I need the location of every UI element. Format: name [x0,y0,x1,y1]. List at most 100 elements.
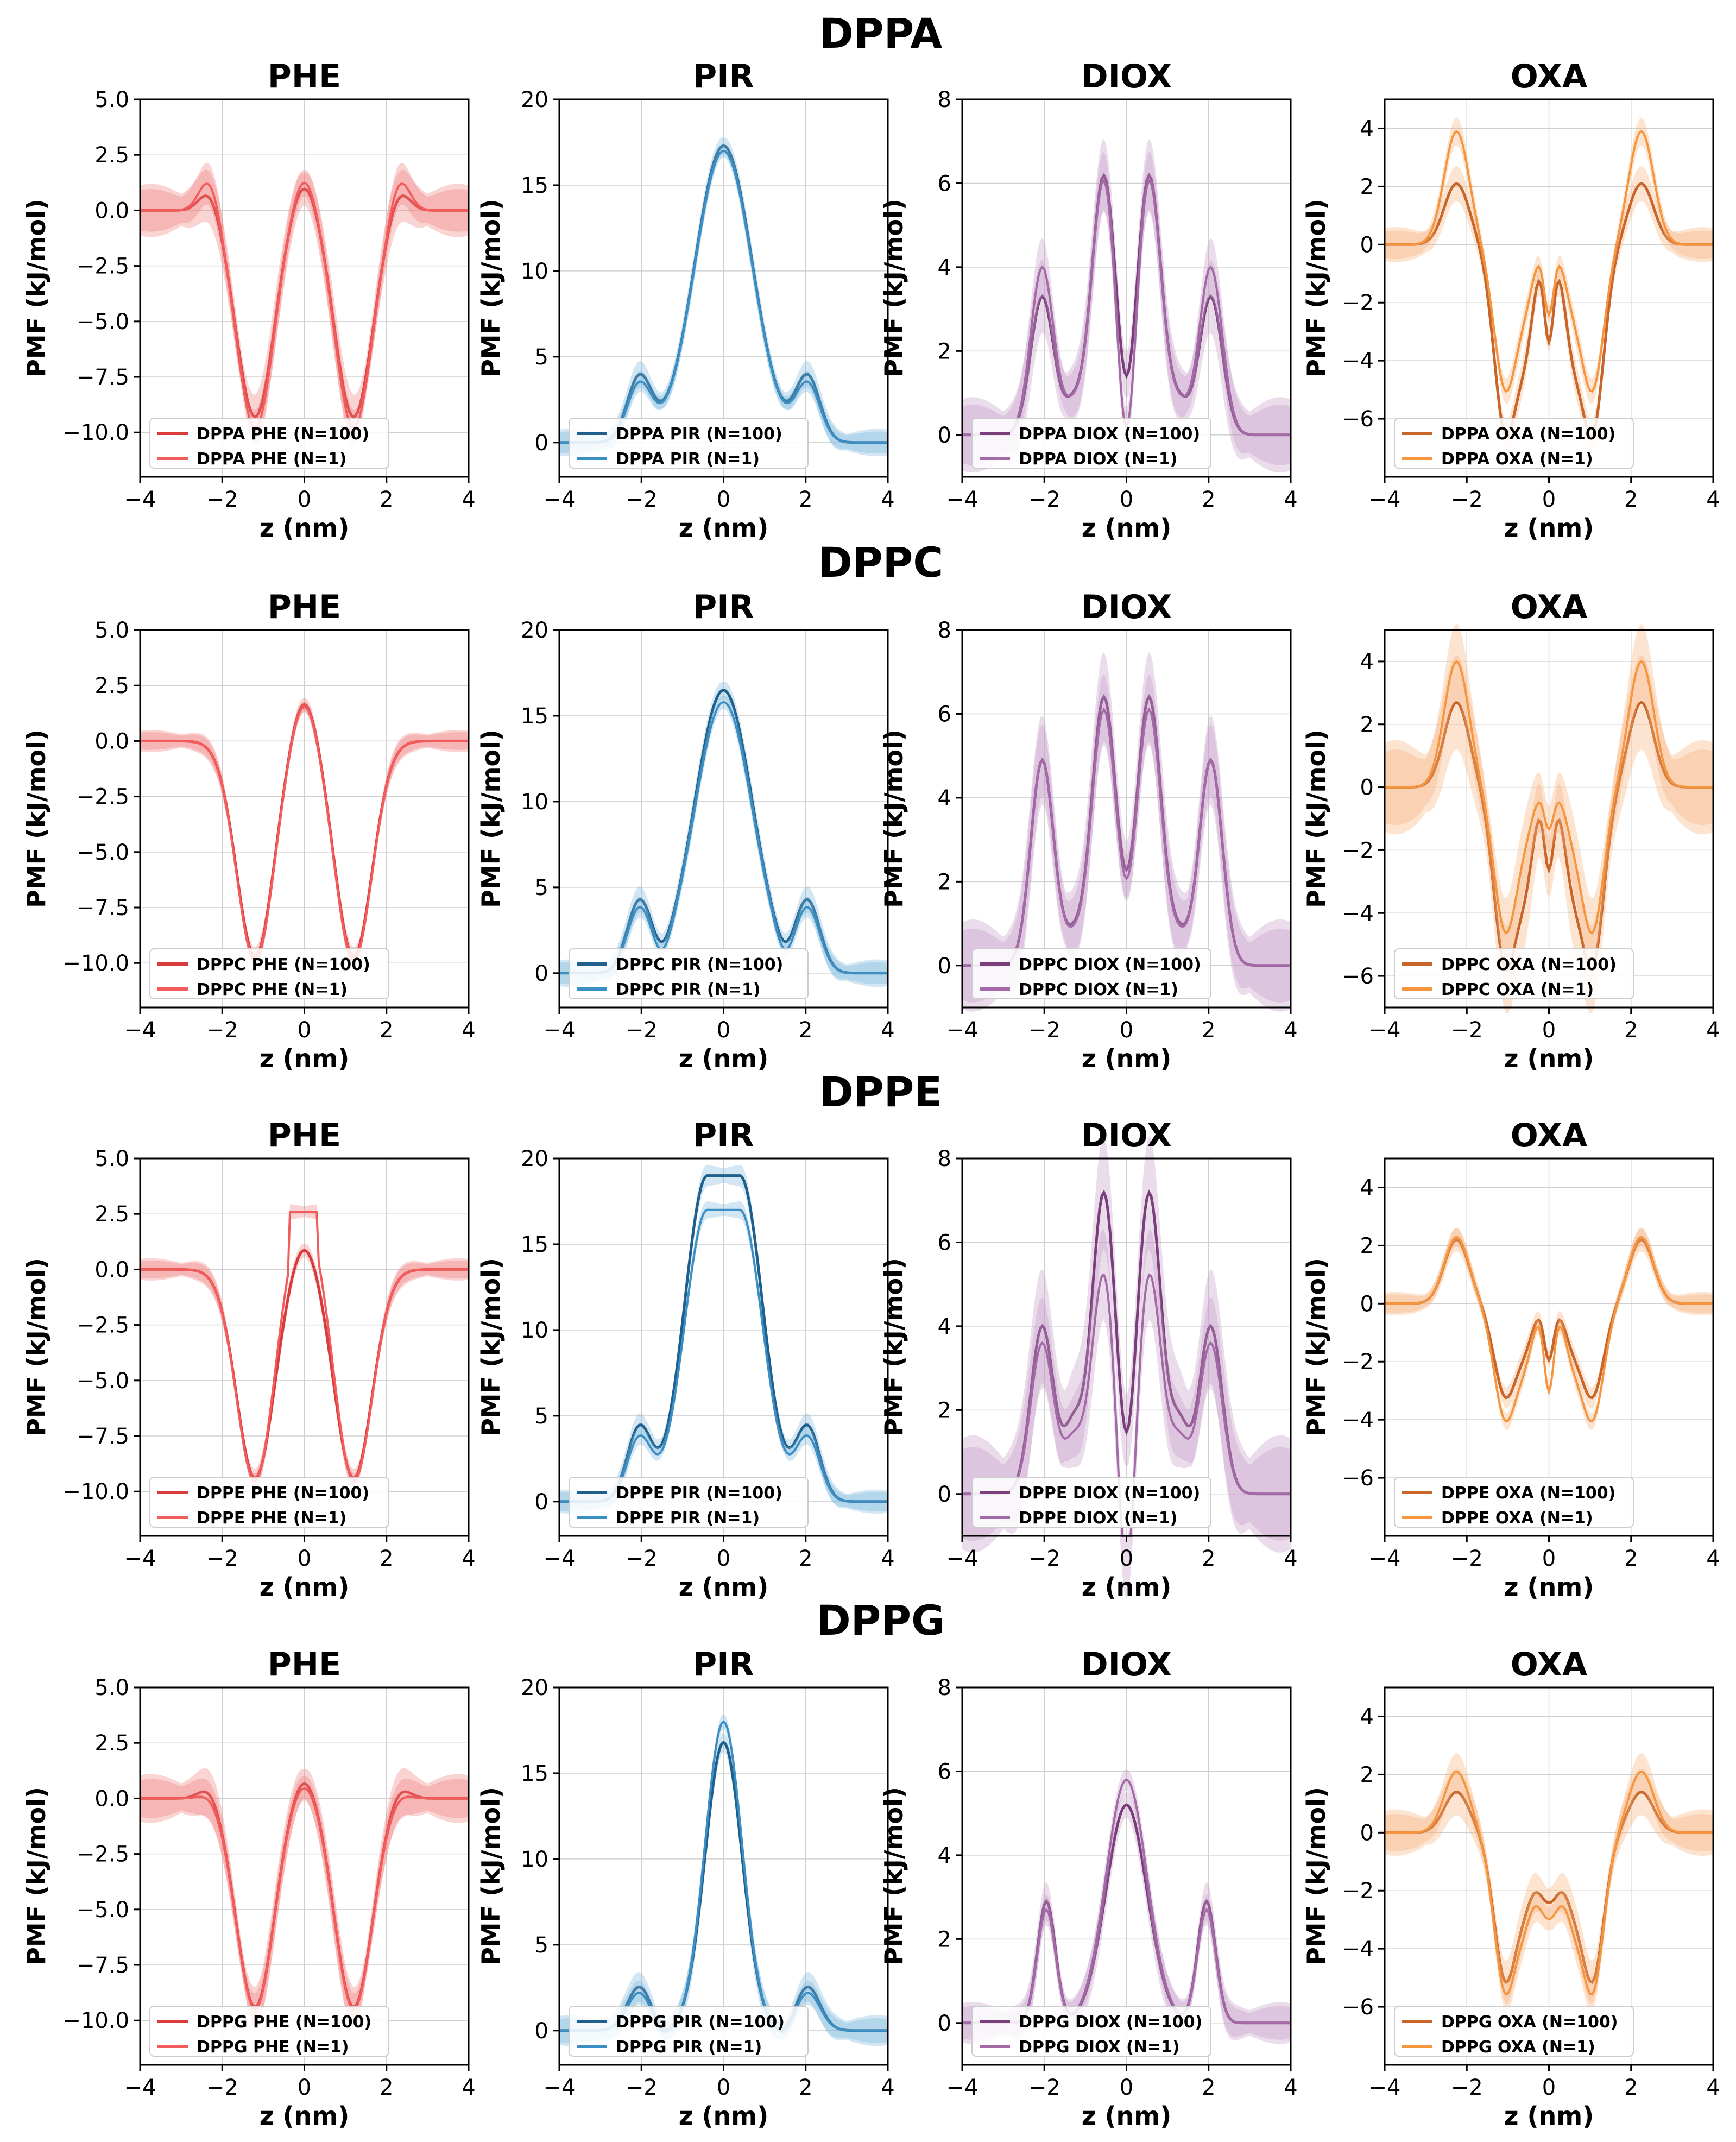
panel-dppe-pir: −4 −2 0 2 4 0 5 10 15 20 PIR z (nm) PMF (kJ/mol) DPPE… [476,1117,895,1602]
panel-dppe-phe: −4 −2 0 2 4 5.0 2.5 0.0 −2.5 −5.0 −7.5 −10.0 PHE z (n… [22,1117,476,1602]
x-tick-label: 0 [717,1018,730,1043]
panel-title: OXA [1511,588,1588,626]
y-tick-label: −2 [1342,1350,1374,1375]
legend-box [569,418,809,469]
y-tick-label: −10.0 [62,951,129,976]
x-tick-label: 2 [380,487,393,512]
x-tick-label: 2 [1202,2075,1215,2100]
panel-title: DIOX [1081,1646,1172,1684]
y-tick-label: 20 [521,1675,548,1700]
panels-group: −4 −2 0 2 4 5.0 2.5 0.0 −2.5 −5.0 −7.5 −10.0 PHE z (n… [22,58,1720,2131]
y-tick-label: 5.0 [94,87,129,112]
y-tick-label: 5 [535,1933,548,1958]
panel-title: OXA [1511,1117,1588,1155]
legend-label-n1: DPPC PIR (N=1) [616,980,761,999]
x-tick-label: 4 [1706,487,1720,512]
y-axis-label: PMF (kJ/mol) [879,199,908,377]
legend-label-n100: DPPA OXA (N=100) [1441,425,1615,444]
y-tick-label: 0 [535,2019,548,2044]
x-tick-label: 4 [1284,1018,1297,1043]
y-tick-label: 15 [521,704,548,729]
y-tick-label: 15 [521,1761,548,1786]
panel-dppc-diox: −4 −2 0 2 4 0 2 4 6 8 DIOX z (nm) PMF (kJ/mol) DPPC D… [879,588,1298,1073]
legend-label-n1: DPPE PHE (N=1) [197,1509,346,1528]
x-tick-label: 0 [717,2075,730,2100]
y-tick-label: −4 [1342,349,1374,374]
x-tick-label: 2 [1202,487,1215,512]
legend-label-n100: DPPC OXA (N=100) [1441,955,1617,974]
x-tick-label: −4 [1369,487,1401,512]
x-tick-label: 4 [1706,1546,1720,1571]
x-tick-label: −4 [1369,1018,1401,1043]
y-tick-label: 20 [521,618,548,643]
y-tick-label: 6 [938,1230,951,1255]
x-tick-label: −2 [1028,487,1060,512]
legend-label-n100: DPPE PHE (N=100) [197,1484,369,1503]
panel-dppg-oxa: −4 −2 0 2 4 4 2 0 −2 −4 −6 OXA z (nm) PMF (kJ/mol) DPP… [1302,1646,1720,2131]
panel-dppa-pir: −4 −2 0 2 4 0 5 10 15 20 PIR z (nm) PMF (kJ/mol) DPPA… [476,58,895,543]
y-tick-label: 0.0 [94,198,129,223]
legend-label-n1: DPPG OXA (N=1) [1441,2038,1595,2057]
legend-label-n100: DPPC DIOX (N=100) [1019,955,1201,974]
legend-label-n1: DPPG DIOX (N=1) [1019,2038,1180,2057]
y-tick-label: 2.5 [94,673,129,698]
panel-dppc-phe: −4 −2 0 2 4 5.0 2.5 0.0 −2.5 −5.0 −7.5 −10.0 PHE z (n… [22,588,476,1073]
y-tick-label: 2 [938,1398,951,1423]
x-axis-label: z (nm) [1504,2101,1594,2131]
x-tick-label: 4 [1284,487,1297,512]
error-band-n100 [1385,655,1713,1014]
x-tick-label: 4 [462,1018,475,1043]
legend-label-n1: DPPE OXA (N=1) [1441,1509,1593,1528]
row-title-dppc: DPPC [818,538,943,587]
y-tick-label: 2 [1360,1233,1374,1258]
x-tick-label: 0 [1120,487,1133,512]
y-tick-label: 2 [938,1927,951,1952]
y-tick-label: 0.0 [94,1257,129,1282]
y-tick-label: −2.5 [77,254,129,279]
x-tick-label: 4 [462,2075,475,2100]
x-tick-label: −2 [1028,1546,1060,1571]
y-tick-label: 10 [521,259,548,284]
x-tick-label: −2 [626,2075,658,2100]
legend-label-n100: DPPG OXA (N=100) [1441,2013,1618,2032]
x-axis-label: z (nm) [260,1572,350,1602]
y-axis-label: PMF (kJ/mol) [879,1787,908,1965]
panel-title: PHE [268,1646,341,1684]
x-tick-label: 2 [799,1546,812,1571]
series-line-n1 [140,705,469,962]
legend-box [149,418,389,469]
x-tick-label: −4 [1369,2075,1401,2100]
x-tick-label: −4 [1369,1546,1401,1571]
series-line-n1 [1385,1770,1713,1996]
y-axis-label: PMF (kJ/mol) [476,1258,506,1437]
error-band-n1 [559,695,888,984]
y-tick-label: 0 [938,2011,951,2036]
x-tick-label: 2 [799,1018,812,1043]
y-axis-label: PMF (kJ/mol) [22,1787,51,1965]
legend-label-n100: DPPG DIOX (N=100) [1019,2013,1202,2032]
x-tick-label: −4 [946,487,979,512]
legend-label-n100: DPPA PIR (N=100) [616,425,782,444]
y-tick-label: 4 [938,1843,951,1868]
panel-title: PIR [693,1117,754,1155]
x-tick-label: 2 [1202,1018,1215,1043]
y-tick-label: 4 [938,786,951,811]
x-axis-label: z (nm) [1504,1044,1594,1073]
y-tick-label: 2 [1360,713,1374,738]
legend-box [569,948,809,999]
y-tick-label: −4 [1342,1408,1374,1433]
legend-label-n100: DPPC PIR (N=100) [616,955,783,974]
x-axis-label: z (nm) [260,513,350,543]
x-axis-label: z (nm) [679,1044,769,1073]
y-tick-label: 8 [938,1146,951,1171]
y-tick-label: −10.0 [62,1479,129,1504]
x-tick-label: 4 [1284,1546,1297,1571]
x-tick-label: −4 [946,1546,979,1571]
x-tick-label: 0 [1120,1546,1133,1571]
y-axis-label: PMF (kJ/mol) [476,1787,506,1965]
x-tick-label: −2 [1028,1018,1060,1043]
y-tick-label: −7.5 [77,1424,129,1449]
y-tick-label: −4 [1342,1937,1374,1962]
y-tick-label: −2 [1342,1879,1374,1904]
series-line-n1 [140,1787,469,2011]
